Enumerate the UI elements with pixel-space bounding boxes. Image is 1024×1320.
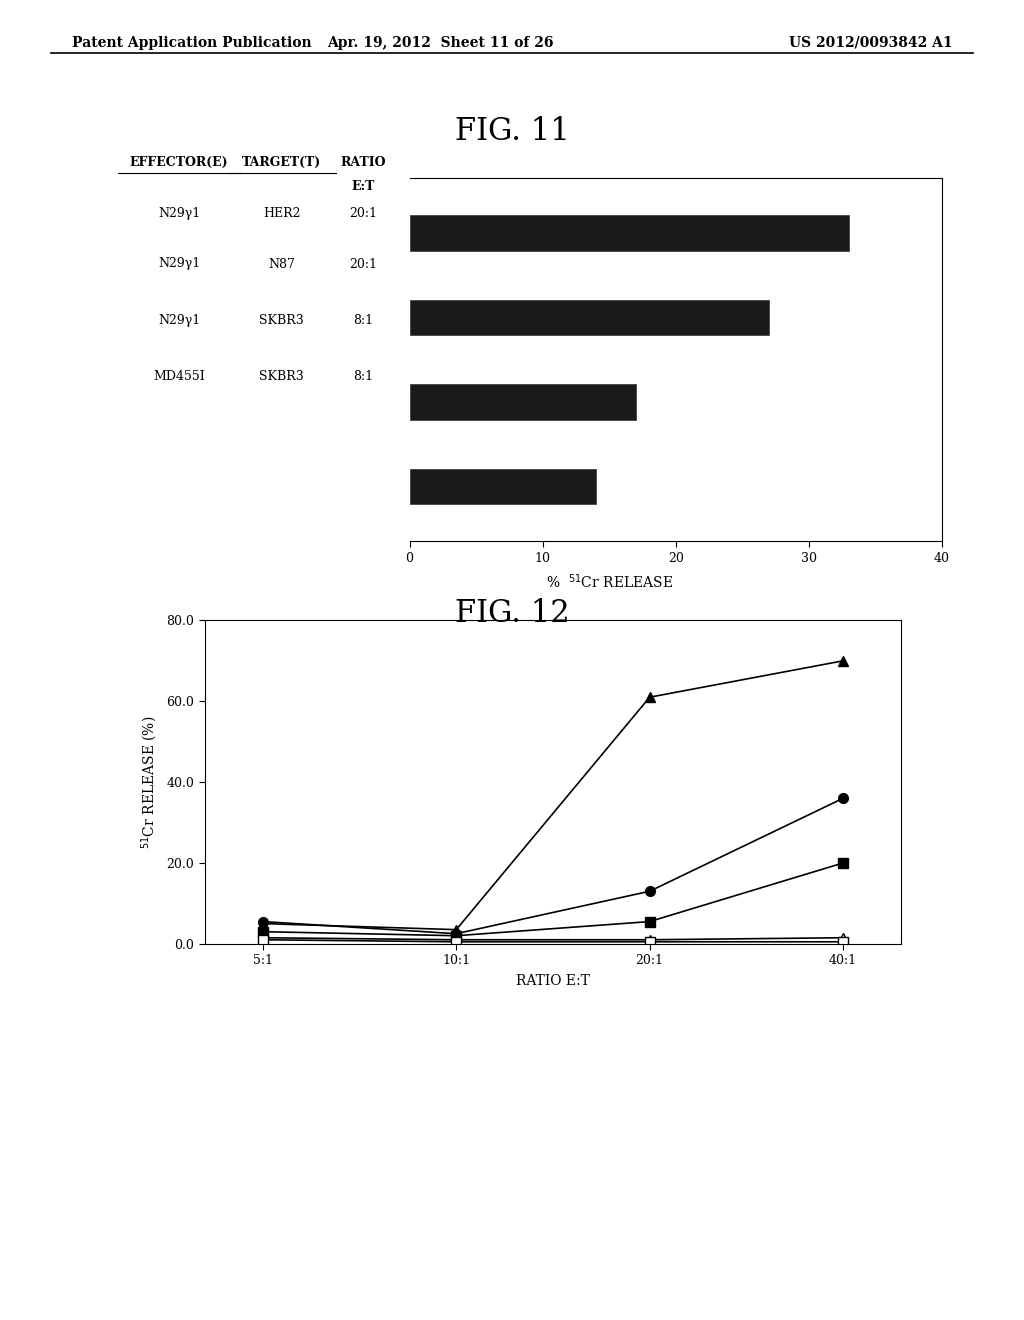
Text: E:T: E:T	[352, 180, 375, 193]
Text: MD455I: MD455I	[154, 370, 205, 383]
Text: Apr. 19, 2012  Sheet 11 of 26: Apr. 19, 2012 Sheet 11 of 26	[327, 36, 554, 50]
X-axis label: RATIO E:T: RATIO E:T	[516, 974, 590, 989]
Text: N29γ1: N29γ1	[158, 207, 201, 220]
Text: Patent Application Publication: Patent Application Publication	[72, 36, 311, 50]
Text: EFFECTOR(E): EFFECTOR(E)	[130, 156, 228, 169]
Text: US 2012/0093842 A1: US 2012/0093842 A1	[788, 36, 952, 50]
Text: 20:1: 20:1	[349, 207, 378, 220]
Bar	[410, 215, 849, 251]
Text: SKBR3: SKBR3	[259, 370, 304, 383]
Bar	[410, 469, 596, 504]
Y-axis label: $^{51}$Cr RELEASE (%): $^{51}$Cr RELEASE (%)	[139, 715, 160, 849]
Text: TARGET(T): TARGET(T)	[242, 156, 322, 169]
Text: %  $^{51}$Cr RELEASE: % $^{51}$Cr RELEASE	[546, 573, 673, 591]
Text: N29γ1: N29γ1	[158, 314, 201, 327]
Text: N87: N87	[268, 257, 295, 271]
Bar	[410, 300, 769, 335]
Text: 20:1: 20:1	[349, 257, 378, 271]
Text: 8:1: 8:1	[353, 370, 374, 383]
Text: RATIO: RATIO	[341, 156, 386, 169]
Text: FIG. 11: FIG. 11	[455, 116, 569, 147]
Bar	[410, 384, 636, 420]
Text: N29γ1: N29γ1	[158, 257, 201, 271]
Text: 8:1: 8:1	[353, 314, 374, 327]
Text: SKBR3: SKBR3	[259, 314, 304, 327]
Text: FIG. 12: FIG. 12	[455, 598, 569, 628]
Text: HER2: HER2	[263, 207, 300, 220]
